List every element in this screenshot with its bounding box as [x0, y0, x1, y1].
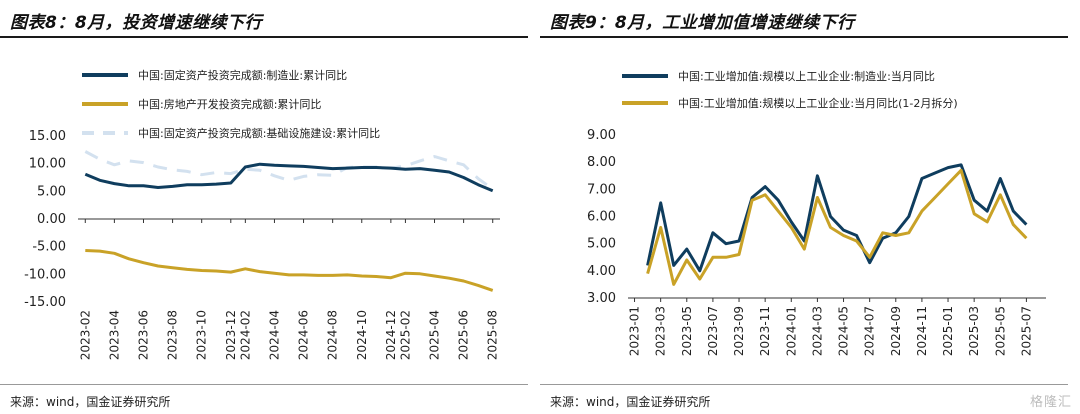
x-tick-label: 2024-07	[863, 306, 877, 356]
right-panel: 图表9：8月，工业增加值增速继续下行 中国:工业增加值:规模以上工业企业:制造业…	[540, 0, 1080, 414]
y-tick-label: 10.00	[29, 157, 66, 172]
title-rule-right	[540, 36, 1068, 38]
y-tick-label: 5.00	[587, 237, 616, 252]
x-tick-label: 2024-04	[267, 310, 281, 360]
series-line-2	[646, 168, 1028, 286]
legend-label-1: 中国:固定资产投资完成额:制造业:累计同比	[138, 68, 347, 82]
y-tick-label: 7.00	[587, 182, 616, 197]
x-tick-label: 2025-03	[967, 306, 981, 356]
y-tick-label: 15.00	[29, 129, 66, 144]
source-note-left: 来源：wind，国金证券研究所	[10, 395, 171, 409]
x-tick-label: 2024-02	[238, 310, 252, 360]
y-tick-label: 9.00	[587, 128, 616, 143]
x-tick-label: 2023-03	[654, 306, 668, 356]
series-line-1	[646, 163, 1028, 273]
x-tick-label: 2025-01	[941, 306, 955, 356]
x-tick-label: 2024-11	[915, 306, 929, 356]
x-tick-label: 2024-09	[889, 306, 903, 356]
x-tick-label: 2024-12	[384, 310, 398, 360]
x-tick-label: 2025-06	[457, 310, 471, 360]
legend-label-3: 中国:固定资产投资完成额:基础设施建设:累计同比	[138, 126, 380, 140]
x-tick-label: 2025-04	[428, 310, 442, 360]
y-tick-label: 6.00	[587, 210, 616, 225]
title-rule-left	[0, 36, 528, 38]
x-tick-label: 2023-08	[166, 310, 180, 360]
y-tick-label: 4.00	[587, 264, 616, 279]
chart-title-left: 图表8：8月，投资增速继续下行	[10, 13, 263, 33]
x-tick-label: 2024-03	[810, 306, 824, 356]
series-line-1	[84, 162, 494, 193]
x-tick-label: 2023-07	[706, 306, 720, 356]
source-note-right: 来源：wind，国金证券研究所	[550, 395, 711, 409]
x-tick-label: 2024-08	[326, 310, 340, 360]
y-tick-label: -15.00	[24, 295, 66, 310]
legend-label-1: 中国:工业增加值:规模以上工业企业:制造业:当月同比	[678, 69, 935, 83]
y-tick-label: 8.00	[587, 155, 616, 170]
bottom-rule-right	[540, 384, 1068, 385]
left-panel: 图表8：8月，投资增速继续下行 中国:固定资产投资完成额:制造业:累计同比 中国:…	[0, 13, 528, 409]
x-tick-label: 2023-11	[758, 306, 772, 356]
x-tick-label: 2024-10	[355, 310, 369, 360]
chart-title-right: 图表9：8月，工业增加值增速继续下行	[550, 13, 855, 33]
x-tick-label: 2023-09	[732, 306, 746, 356]
x-tick-label: 2023-01	[628, 306, 642, 356]
y-tick-label: -5.00	[32, 240, 66, 255]
bottom-rule-left	[0, 384, 528, 385]
series-line-2	[85, 249, 494, 292]
y-tick-label: -10.00	[24, 267, 66, 282]
y-tick-label: 5.00	[37, 184, 66, 199]
x-tick-label: 2023-12	[224, 310, 238, 360]
y-tick-label: 3.00	[587, 291, 616, 306]
x-tick-label: 2025-05	[993, 306, 1007, 356]
x-tick-label: 2025-08	[486, 310, 500, 360]
x-tick-label: 2023-10	[195, 310, 209, 360]
chart-left: 中国:固定资产投资完成额:制造业:累计同比中国:房地产开发投资完成额:累计同比中…	[24, 68, 500, 360]
x-tick-label: 2023-04	[107, 310, 121, 360]
legend-label-2: 中国:房地产开发投资完成额:累计同比	[138, 97, 321, 111]
legend-label-2: 中国:工业增加值:规模以上工业企业:当月同比(1-2月拆分)	[678, 96, 958, 110]
watermark-logo: 格隆汇	[1029, 395, 1072, 410]
chart-right: 中国:工业增加值:规模以上工业企业:制造业:当月同比中国:工业增加值:规模以上工…	[587, 69, 1046, 356]
x-tick-label: 2023-02	[78, 310, 92, 360]
x-tick-label: 2025-02	[398, 310, 412, 360]
x-tick-label: 2025-07	[1019, 306, 1033, 356]
y-tick-label: 0.00	[37, 212, 66, 227]
x-tick-label: 2023-06	[136, 310, 150, 360]
x-tick-label: 2024-01	[784, 306, 798, 356]
x-tick-label: 2024-06	[297, 310, 311, 360]
x-tick-label: 2024-05	[837, 306, 851, 356]
x-tick-label: 2023-05	[680, 306, 694, 356]
